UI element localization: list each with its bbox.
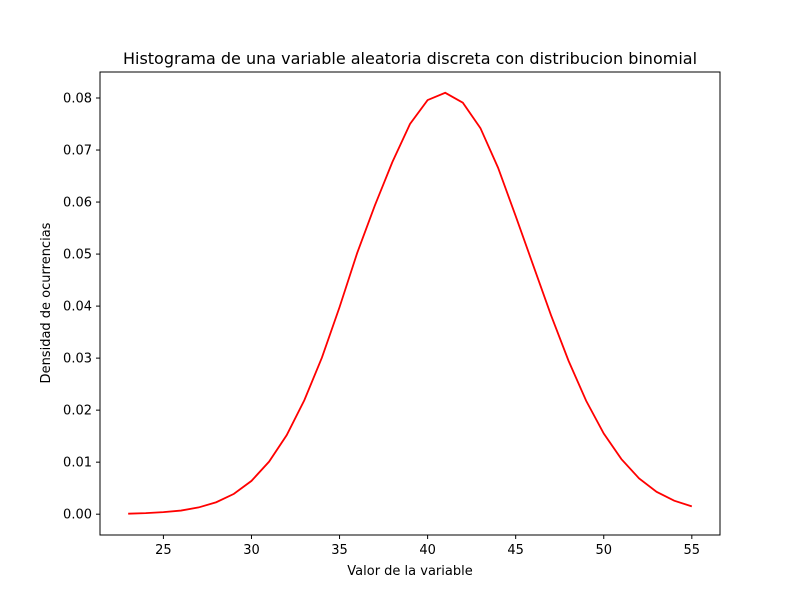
y-tick-label: 0.08 xyxy=(63,92,92,107)
y-tick-label: 0.04 xyxy=(63,300,92,315)
x-tick-label: 50 xyxy=(595,543,612,558)
x-tick-label: 30 xyxy=(243,543,260,558)
y-tick-label: 0.03 xyxy=(63,352,92,367)
x-axis-label: Valor de la variable xyxy=(347,564,472,579)
x-tick-label: 25 xyxy=(155,543,172,558)
chart-title: Histograma de una variable aleatoria dis… xyxy=(123,49,697,68)
y-tick-label: 0.01 xyxy=(63,456,92,471)
series-line xyxy=(128,91,693,515)
x-tick-label: 40 xyxy=(419,543,436,558)
plot-area xyxy=(100,72,720,535)
y-tick-label: 0.07 xyxy=(63,144,92,159)
plot-frame xyxy=(99,71,721,536)
x-tick-label: 55 xyxy=(684,543,701,558)
y-tick-label: 0.02 xyxy=(63,404,92,419)
x-tick-label: 35 xyxy=(331,543,348,558)
y-tick-label: 0.05 xyxy=(63,248,92,263)
y-tick-label: 0.06 xyxy=(63,196,92,211)
x-tick-label: 45 xyxy=(507,543,524,558)
y-tick-label: 0.00 xyxy=(63,508,92,523)
y-axis-label: Densidad de ocurrencias xyxy=(39,222,54,383)
